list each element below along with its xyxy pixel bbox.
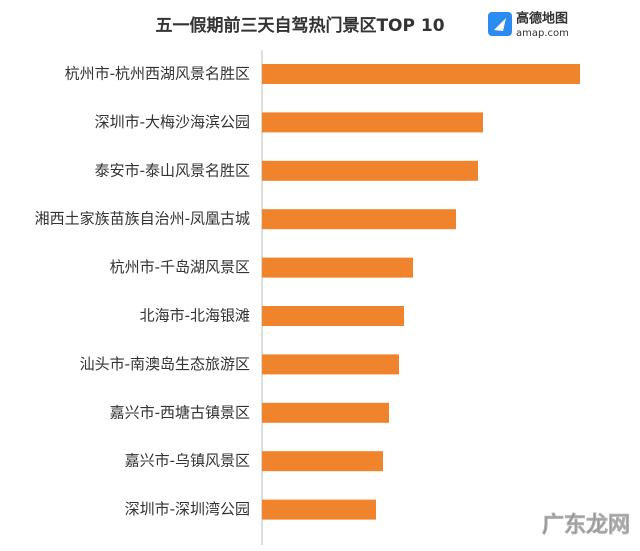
logo-site: amap.com: [516, 28, 569, 39]
y-tick-label: 深圳市-深圳湾公园: [125, 500, 250, 518]
bar: [262, 402, 389, 423]
bar: [262, 64, 580, 84]
y-tick-label: 嘉兴市-乌镇风景区: [125, 452, 250, 470]
logo-name: 高德地图: [516, 11, 568, 27]
y-tick-label: 北海市-北海银滩: [140, 307, 250, 325]
chart-title: 五一假期前三天自驾热门景区TOP 10: [155, 15, 444, 36]
bar: [262, 499, 376, 520]
bar: [262, 209, 456, 230]
y-tick-label: 湘西土家族苗族自治州-凤凰古城: [35, 210, 250, 228]
watermark: 广东龙网: [542, 512, 630, 538]
y-tick-label: 泰安市-泰山风景名胜区: [95, 161, 250, 179]
logo-arrow: [494, 18, 506, 31]
logo: 高德地图 amap.com: [488, 11, 569, 39]
y-tick-label: 杭州市-杭州西湖风景名胜区: [65, 65, 250, 83]
bar: [262, 257, 413, 278]
y-tick-label: 嘉兴市-西塘古镇景区: [110, 403, 250, 421]
bar: [262, 306, 404, 326]
bar: [262, 354, 399, 375]
y-tick-label: 杭州市-千岛湖风景区: [110, 258, 250, 276]
y-tick-label: 汕头市-南澳岛生态旅游区: [80, 355, 250, 373]
bar: [262, 160, 478, 181]
bar: [262, 112, 483, 133]
y-tick-label: 深圳市-大梅沙海滨公园: [95, 113, 250, 131]
bar: [262, 451, 383, 472]
